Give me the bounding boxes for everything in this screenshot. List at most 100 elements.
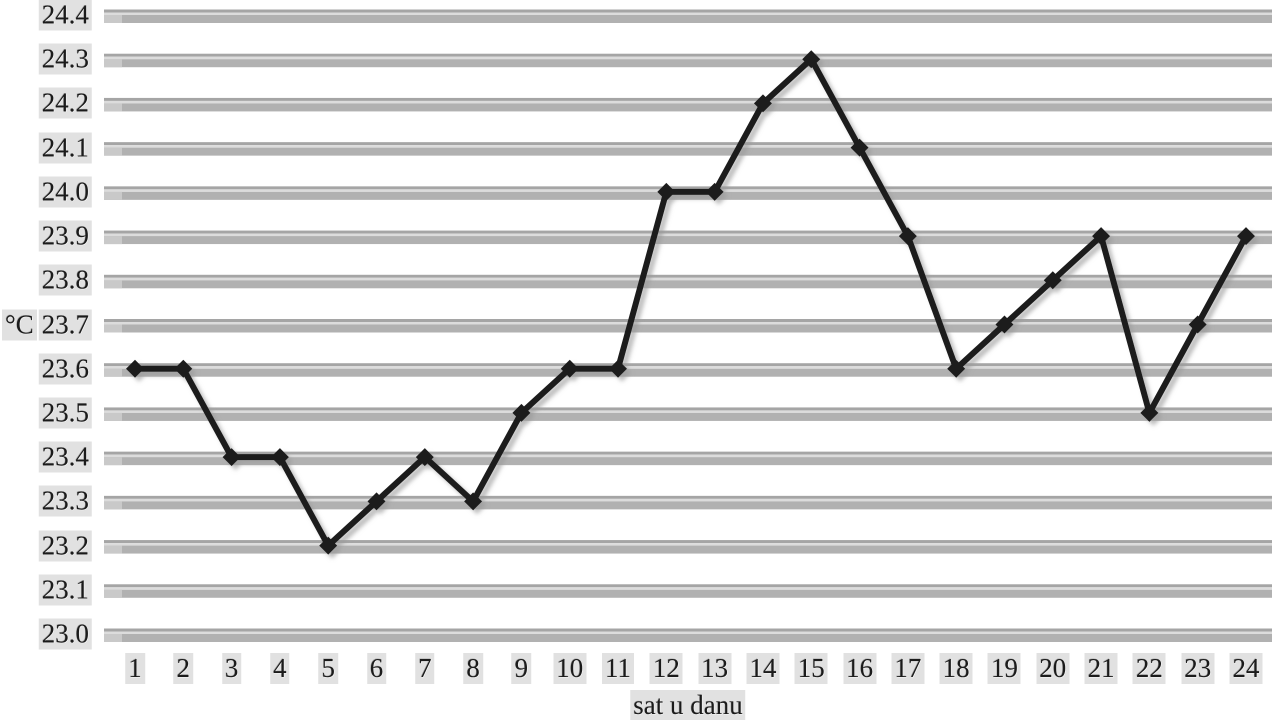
data-point-marker-hour-16 — [850, 138, 869, 157]
gridline-band-lead — [104, 368, 122, 377]
y-tick-label-23.8: 23.8 — [38, 264, 92, 296]
gridline-band-lead — [104, 103, 122, 112]
x-axis-title: sat u danu — [630, 690, 746, 720]
data-point-marker-hour-24 — [1237, 227, 1255, 246]
data-point-marker-hour-7 — [415, 448, 434, 467]
gridline-band-lead — [104, 634, 122, 642]
gridline-band — [104, 501, 1272, 510]
gridline-band-highlight — [104, 366, 1272, 369]
gridline-band-top — [104, 584, 1272, 588]
y-tick-label-24.2: 24.2 — [38, 87, 92, 119]
gridline-band-highlight — [104, 322, 1272, 325]
gridline-band-top — [104, 230, 1272, 234]
gridline-band-lead — [104, 59, 122, 68]
gridline-band-top — [104, 53, 1272, 57]
x-tick-label-4: 4 — [270, 653, 290, 684]
x-tick-label-6: 6 — [366, 653, 387, 684]
data-point-marker-hour-13 — [705, 182, 724, 201]
data-point-marker-hour-4 — [270, 448, 289, 467]
gridline-band — [104, 191, 1272, 200]
gridline-band-highlight — [104, 233, 1272, 237]
x-tick-label-7: 7 — [415, 653, 435, 684]
gridline-band-top — [104, 142, 1272, 146]
gridline-band-lead — [104, 324, 122, 333]
x-tick-label-11: 11 — [602, 653, 635, 684]
y-tick-label-24.0: 24.0 — [38, 176, 92, 208]
gridline-band-lead — [104, 501, 122, 510]
y-tick-label-23.3: 23.3 — [38, 485, 92, 517]
data-point-marker-hour-8 — [464, 492, 483, 511]
gridline-band-lead — [104, 589, 122, 598]
y-tick-label-23.9: 23.9 — [38, 220, 92, 252]
x-tick-label-18: 18 — [939, 653, 973, 684]
x-tick-label-24: 24 — [1229, 653, 1263, 684]
x-tick-label-5: 5 — [318, 653, 338, 684]
data-point-marker-hour-17 — [898, 227, 917, 246]
data-point-marker-hour-6 — [367, 492, 386, 511]
gridline-band-lead — [104, 147, 122, 156]
gridline-band-lead — [104, 280, 122, 289]
data-point-marker-hour-21 — [1092, 227, 1111, 246]
gridline-band-lead — [104, 191, 122, 200]
data-point-marker-hour-23 — [1188, 315, 1207, 334]
gridline-band — [104, 280, 1272, 289]
gridline-band-highlight — [104, 277, 1272, 281]
data-point-marker-hour-3 — [222, 448, 241, 467]
gridline-band-lead — [104, 545, 122, 554]
y-tick-label-23.6: 23.6 — [38, 353, 92, 385]
gridline-band — [104, 589, 1272, 598]
x-tick-label-17: 17 — [891, 653, 925, 684]
gridline-band — [104, 59, 1272, 68]
data-point-marker-hour-9 — [512, 403, 531, 422]
gridline-band-lead — [104, 412, 122, 421]
gridline-band-lead — [104, 15, 122, 23]
x-tick-label-8: 8 — [463, 653, 483, 684]
data-point-marker-hour-10 — [560, 359, 579, 378]
x-tick-label-23: 23 — [1181, 653, 1215, 684]
gridline-band-highlight — [104, 543, 1272, 546]
gridline-band-highlight — [104, 454, 1272, 458]
x-tick-label-1: 1 — [125, 653, 145, 684]
y-tick-label-23.7: 23.7 — [38, 309, 92, 340]
gridline-band-highlight — [104, 410, 1272, 413]
data-point-marker-hour-20 — [1043, 271, 1062, 290]
x-tick-label-20: 20 — [1036, 653, 1070, 684]
x-tick-label-10: 10 — [553, 653, 587, 684]
y-tick-label-23.0: 23.0 — [38, 618, 92, 650]
series-line — [132, 54, 1249, 551]
data-point-marker-hour-11 — [609, 359, 628, 378]
gridline-band-highlight — [104, 631, 1272, 634]
x-tick-label-21: 21 — [1084, 653, 1118, 684]
gridline-band-top — [104, 407, 1272, 411]
gridline-band-top — [104, 495, 1272, 499]
gridline-band-top — [104, 274, 1272, 278]
gridline-band-highlight — [104, 12, 1272, 15]
gridline-band-highlight — [104, 56, 1272, 60]
gridline-band — [104, 545, 1272, 554]
y-axis-unit-label: °C — [2, 309, 37, 341]
x-tick-label-19: 19 — [987, 653, 1021, 684]
gridline-band-top — [104, 9, 1272, 13]
x-tick-label-12: 12 — [649, 653, 683, 684]
y-tick-label-23.2: 23.2 — [38, 530, 92, 562]
gridline-band — [104, 147, 1272, 156]
gridline-band-lead — [104, 457, 122, 466]
y-tick-label-23.4: 23.4 — [38, 441, 92, 473]
gridline-band-top — [104, 97, 1272, 101]
gridline-band-highlight — [104, 145, 1272, 148]
gridline-band-top — [104, 451, 1272, 455]
data-point-marker-hour-22 — [1140, 403, 1159, 422]
data-point-marker-hour-14 — [753, 94, 772, 113]
y-tick-label-24.3: 24.3 — [38, 43, 92, 75]
gridline-band — [104, 368, 1272, 377]
x-tick-label-14: 14 — [746, 653, 780, 684]
data-point-marker-hour-15 — [802, 50, 821, 69]
gridline-band-highlight — [104, 498, 1272, 502]
data-point-marker-hour-18 — [947, 359, 966, 378]
y-tick-label-24.1: 24.1 — [38, 132, 92, 164]
gridline-band — [104, 15, 1272, 23]
data-point-marker-hour-19 — [995, 315, 1014, 334]
gridline-band-top — [104, 186, 1272, 190]
